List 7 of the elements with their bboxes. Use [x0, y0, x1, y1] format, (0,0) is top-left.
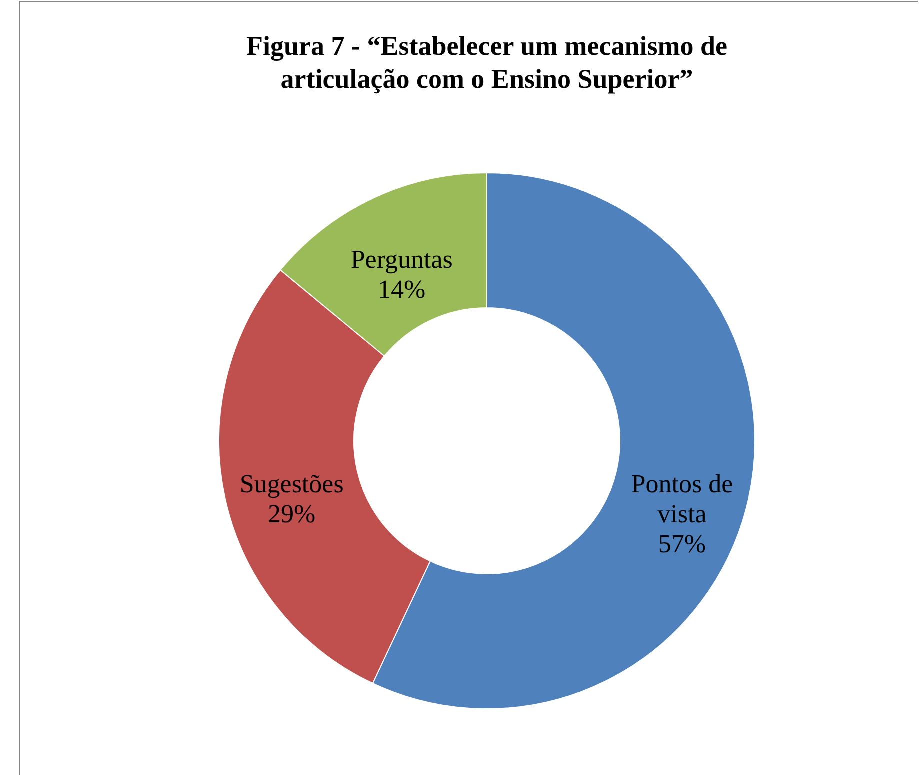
data-label: 57%	[658, 530, 706, 559]
slice-label: Perguntas	[350, 245, 453, 274]
data-label: 29%	[268, 500, 316, 529]
data-label: 14%	[378, 275, 426, 304]
chart-title: Figura 7 - “Estabelecer um mecanismo de articulação com o Ensino Superior”	[246, 31, 728, 94]
slice-label: Sugestões	[240, 470, 344, 499]
slice-label: Pontos de vista	[631, 470, 734, 529]
